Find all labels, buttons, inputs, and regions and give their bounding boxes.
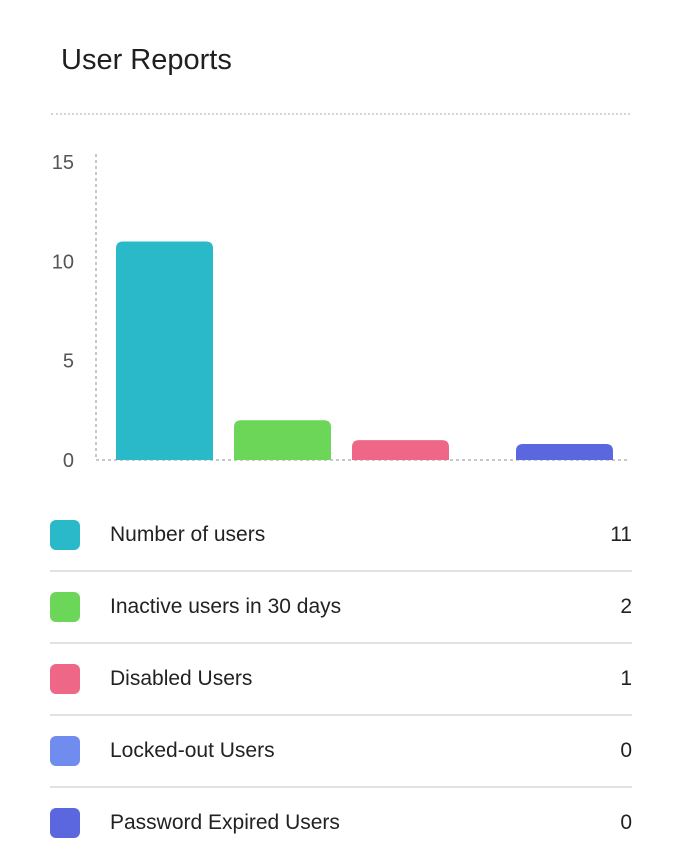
- y-tick-label: 15: [52, 152, 74, 174]
- y-tick-label: 0: [63, 450, 74, 472]
- legend-label: Locked-out Users: [110, 739, 275, 762]
- bar-inactive-users-in-30-days[interactable]: [234, 420, 331, 460]
- legend-value: 0: [620, 811, 632, 834]
- legend-value: 11: [610, 523, 632, 546]
- legend-swatch: [50, 592, 80, 622]
- legend-swatch: [50, 520, 80, 550]
- legend-label: Disabled Users: [110, 667, 253, 690]
- bar-disabled-users[interactable]: [352, 440, 449, 460]
- legend-swatch: [50, 736, 80, 766]
- legend-item-number-of-users[interactable]: Number of users 11: [50, 500, 632, 572]
- legend-value: 1: [620, 667, 632, 690]
- bar-chart: 0 5 10 15: [52, 152, 630, 472]
- bars-group: [116, 241, 613, 460]
- legend-value: 0: [620, 739, 632, 762]
- legend-list: Number of users 11 Inactive users in 30 …: [50, 500, 632, 858]
- legend-label: Inactive users in 30 days: [110, 595, 342, 618]
- legend-swatch: [50, 664, 80, 694]
- legend-label: Number of users: [110, 523, 266, 546]
- legend-swatch: [50, 808, 80, 838]
- legend-item-password-expired-users[interactable]: Password Expired Users 0: [50, 788, 632, 858]
- legend-item-disabled-users[interactable]: Disabled Users 1: [50, 644, 632, 716]
- legend-label: Password Expired Users: [110, 811, 340, 834]
- legend-item-locked-out-users[interactable]: Locked-out Users 0: [50, 716, 632, 788]
- card-title: User Reports: [61, 44, 232, 76]
- legend-item-inactive-users[interactable]: Inactive users in 30 days 2: [50, 572, 632, 644]
- y-tick-label: 5: [63, 351, 74, 373]
- bar-password-expired-users[interactable]: [516, 444, 613, 460]
- y-tick-label: 10: [52, 251, 74, 273]
- title-divider: [51, 113, 630, 115]
- legend-value: 2: [620, 595, 632, 618]
- bar-number-of-users[interactable]: [116, 241, 213, 460]
